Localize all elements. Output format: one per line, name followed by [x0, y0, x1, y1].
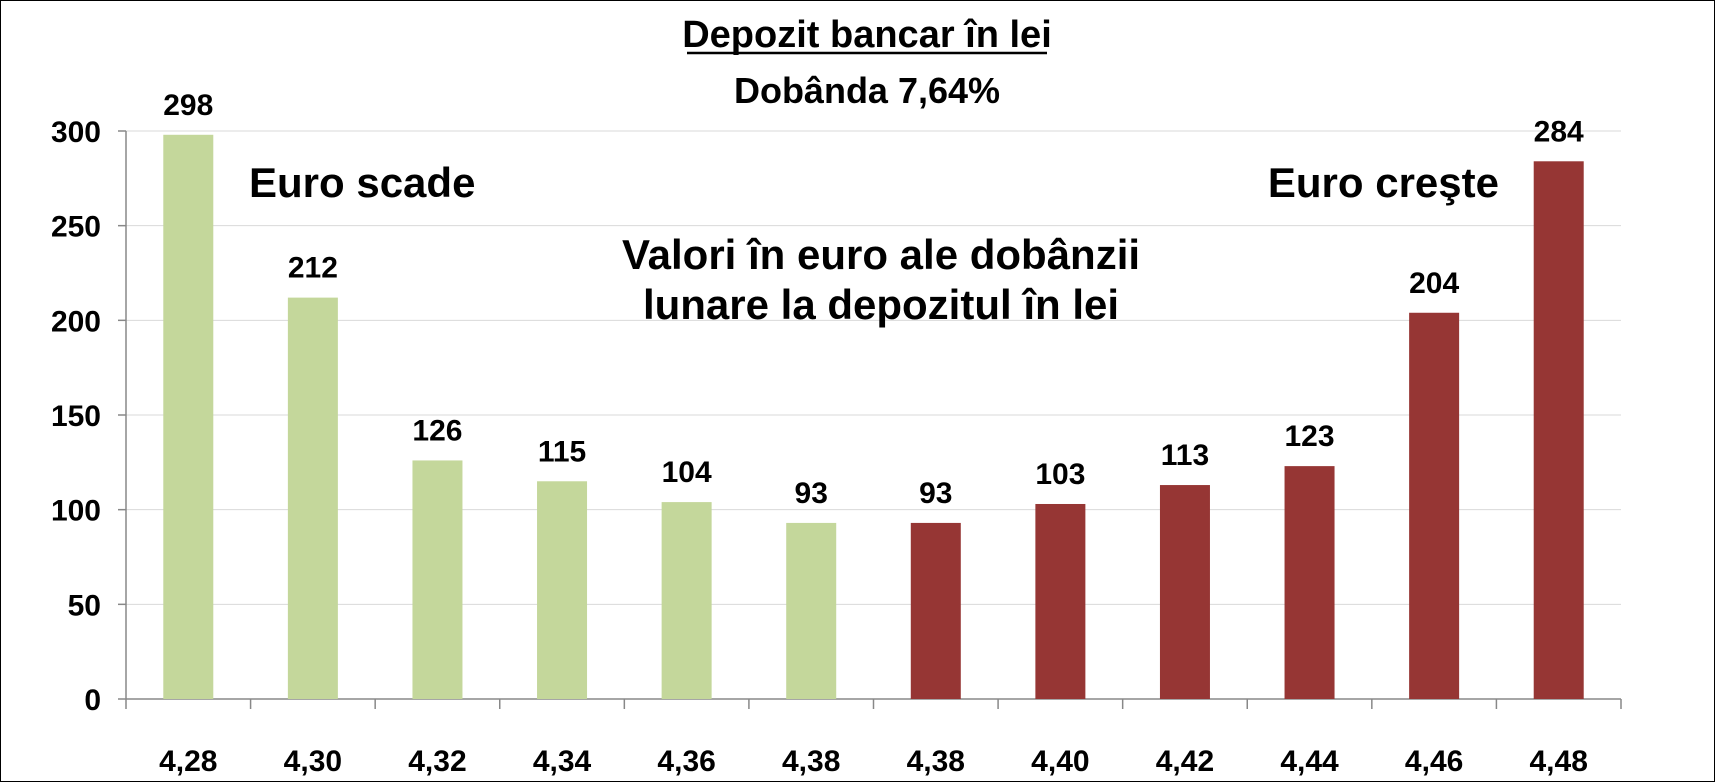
bar	[1409, 312, 1460, 699]
y-tick-label: 100	[51, 495, 101, 528]
x-tick-label: 4,34	[533, 745, 592, 778]
x-tick-label: 4,44	[1280, 745, 1339, 778]
y-tick-label: 0	[84, 684, 101, 717]
bar-value-label: 113	[1161, 439, 1209, 472]
y-axis-ticks: 0 50 100 150 200 250 300	[51, 116, 126, 717]
bar-value-label: 104	[662, 456, 712, 489]
y-tick-label: 300	[51, 116, 101, 149]
bar-value-label: 204	[1409, 267, 1459, 300]
bar-value-label: 123	[1285, 420, 1335, 453]
annotation-euro-scade: Euro scade	[249, 159, 475, 206]
x-axis-ticks: 4,28 4,30 4,32 4,34 4,36 4,38 4,38 4,40 4,42 4,44…	[125, 699, 1622, 778]
annotation-center-line-1: Valori în euro ale dobânzii	[622, 231, 1140, 278]
y-tick-label: 250	[51, 211, 101, 244]
y-tick-label: 150	[51, 400, 101, 433]
bar	[1284, 466, 1335, 699]
bar-value-label: 126	[412, 414, 462, 447]
bar	[661, 502, 712, 699]
y-tick-label: 50	[68, 589, 101, 622]
bars	[163, 134, 1584, 699]
bar	[910, 522, 961, 699]
x-tick-label: 4,38	[782, 745, 840, 778]
x-tick-label: 4,28	[159, 745, 217, 778]
bar-value-label: 115	[538, 435, 586, 468]
bar-value-labels: 298 212 126 115 104 93 93 103 113 123 204 284	[163, 89, 1584, 510]
bar	[537, 481, 588, 699]
annotation-euro-creste: Euro creşte	[1268, 159, 1499, 206]
x-tick-label: 4,38	[907, 745, 965, 778]
bar-value-label: 93	[795, 477, 828, 510]
gridlines	[126, 130, 1621, 605]
x-tick-label: 4,42	[1156, 745, 1214, 778]
bar-value-label: 298	[163, 89, 213, 122]
bar	[1159, 485, 1210, 699]
bar-value-label: 212	[288, 252, 338, 285]
bar	[412, 460, 463, 699]
bar	[287, 297, 338, 699]
y-tick-label: 200	[51, 305, 101, 338]
x-tick-label: 4,36	[657, 745, 715, 778]
bar	[163, 134, 214, 699]
x-tick-label: 4,30	[284, 745, 342, 778]
bar	[1533, 161, 1584, 699]
bar	[1035, 503, 1086, 699]
chart-title: Depozit bancar în lei	[682, 14, 1052, 56]
bar-value-label: 284	[1534, 115, 1584, 148]
x-tick-label: 4,48	[1530, 745, 1588, 778]
x-tick-label: 4,46	[1405, 745, 1463, 778]
x-tick-label: 4,40	[1031, 745, 1089, 778]
bar	[786, 522, 837, 699]
annotation-center-line-2: lunare la depozitul în lei	[643, 281, 1119, 328]
x-tick-label: 4,32	[408, 745, 466, 778]
bar-value-label: 93	[919, 477, 952, 510]
chart-subtitle: Dobânda 7,64%	[734, 70, 1000, 111]
bar-value-label: 103	[1035, 458, 1085, 491]
